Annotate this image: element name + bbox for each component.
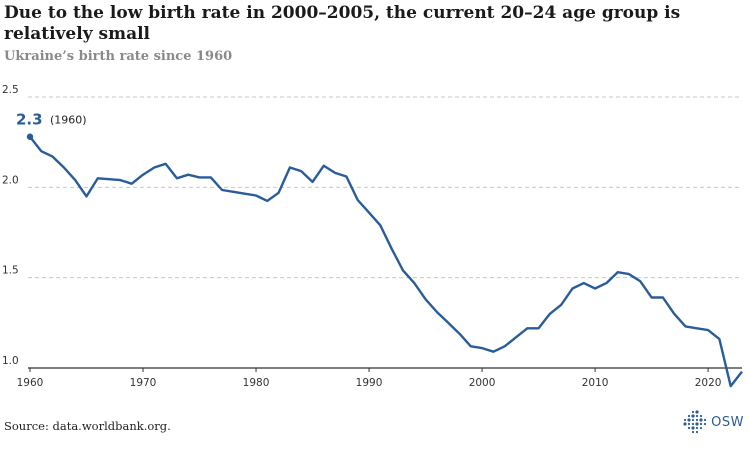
globe-dot xyxy=(696,418,699,422)
gridlines xyxy=(28,96,742,369)
line-chart: 1.0 1.5 2.0 2.5 1960 1970 1980 1990 2000 2010 202… xyxy=(2,84,743,389)
globe-dot xyxy=(691,414,695,418)
birth-rate-line xyxy=(29,135,743,388)
x-axis-ticks: 1960 1970 1980 1990 2000 2010 2020 xyxy=(17,368,722,389)
x-tick-label: 1960 xyxy=(17,377,44,389)
globe-dot xyxy=(700,422,703,426)
x-tick-label: 2010 xyxy=(582,377,609,389)
globe-dot xyxy=(696,426,699,430)
globe-dot xyxy=(684,418,687,422)
x-tick-label: 1970 xyxy=(130,377,157,389)
globe-dot xyxy=(704,418,707,422)
osw-logo: OSW xyxy=(683,410,744,434)
globe-dot xyxy=(691,426,695,430)
x-tick-label: 1980 xyxy=(243,377,270,389)
globe-dot xyxy=(683,422,687,426)
globe-dot xyxy=(692,430,695,434)
y-tick-label: 1.5 xyxy=(2,265,19,277)
globe-dot xyxy=(695,410,699,414)
globe-dot xyxy=(688,426,691,430)
logo-text: OSW xyxy=(711,414,744,430)
globe-dot xyxy=(688,414,691,418)
x-tick-label: 1990 xyxy=(356,377,383,389)
globe-dot xyxy=(699,418,703,422)
annotation-value: 2.3 xyxy=(16,111,43,129)
source-note: Source: data.worldbank.org. xyxy=(4,419,171,433)
globe-icon xyxy=(683,410,707,434)
globe-dot xyxy=(692,422,695,426)
chart-subtitle: Ukraine’s birth rate since 1960 xyxy=(4,49,233,64)
globe-dot xyxy=(692,418,695,422)
chart-title: Due to the low birth rate in 2000–2005, … xyxy=(4,3,681,44)
start-point-marker xyxy=(26,133,34,140)
y-tick-label: 2.0 xyxy=(2,174,19,186)
globe-dot xyxy=(700,426,703,430)
annotation-year: (1960) xyxy=(50,114,87,127)
globe-dot xyxy=(687,418,691,422)
globe-dot xyxy=(692,410,695,414)
y-tick-label: 1.0 xyxy=(2,355,19,367)
globe-dot xyxy=(695,422,699,426)
x-tick-label: 2000 xyxy=(469,377,496,389)
x-tick-label: 2020 xyxy=(695,377,722,389)
y-axis-ticks: 1.0 1.5 2.0 2.5 xyxy=(2,84,19,367)
globe-dot xyxy=(696,430,699,434)
globe-dot xyxy=(704,422,707,426)
globe-dot xyxy=(696,414,699,418)
globe-dot xyxy=(688,422,691,426)
y-tick-label: 2.5 xyxy=(2,84,19,96)
globe-dot xyxy=(700,414,703,418)
